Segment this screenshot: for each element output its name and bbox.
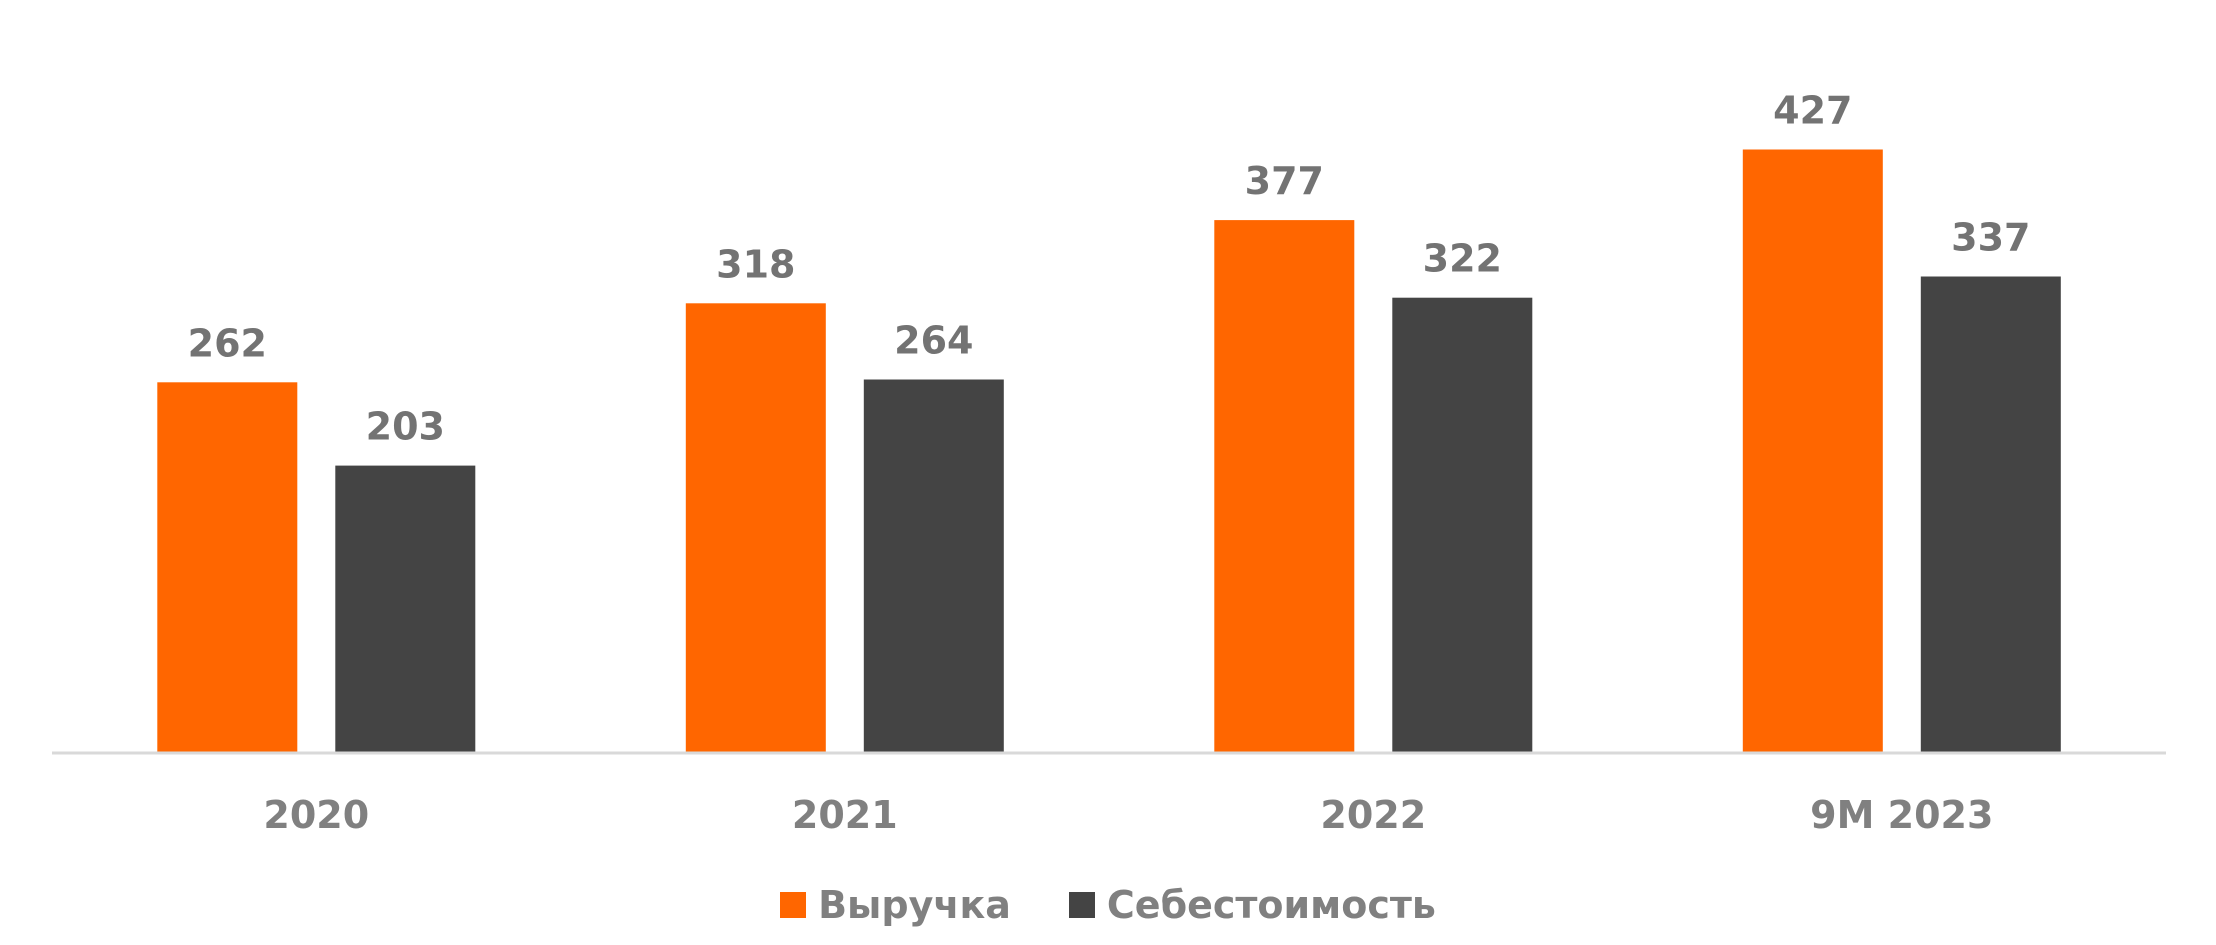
bar-cost-0: [335, 465, 476, 752]
x-tick-label-3: 9M 2023: [1810, 793, 1993, 837]
bar-cost-3: [1920, 276, 2061, 752]
data-label-cost-1: 264: [894, 319, 973, 363]
bar-cost-2: [1392, 297, 1533, 752]
legend-swatch-cost: [1068, 892, 1095, 918]
legend-item-cost: Себестоимость: [1068, 883, 1436, 927]
legend-item-revenue: Выручка: [780, 883, 1011, 927]
data-label-revenue-3: 427: [1773, 89, 1852, 133]
bar-revenue-0: [157, 382, 298, 752]
bar-revenue-1: [685, 303, 826, 752]
data-label-cost-0: 203: [366, 405, 445, 449]
x-tick-labels: 2020 2021 2022 9M 2023: [263, 793, 1993, 837]
data-label-cost-3: 337: [1951, 216, 2030, 260]
value-labels-layer: 262 203 318 264 377 322 427 337: [188, 89, 2031, 449]
legend-label-revenue: Выручка: [818, 883, 1011, 927]
bar-revenue-3: [1742, 149, 1883, 752]
legend-swatch-revenue: [780, 892, 807, 918]
data-label-revenue-0: 262: [188, 321, 267, 365]
legend: Выручка Себестоимость: [0, 875, 2216, 935]
x-tick-label-1: 2021: [792, 793, 898, 837]
data-label-revenue-2: 377: [1245, 159, 1324, 203]
x-tick-label-2: 2022: [1320, 793, 1426, 837]
x-tick-label-0: 2020: [263, 793, 369, 837]
data-label-cost-2: 322: [1423, 237, 1502, 281]
legend-label-cost: Себестоимость: [1106, 883, 1436, 927]
bars-layer: [157, 149, 2061, 753]
bar-revenue-2: [1214, 220, 1355, 753]
bar-cost-1: [863, 379, 1004, 752]
data-label-revenue-1: 318: [716, 242, 795, 286]
